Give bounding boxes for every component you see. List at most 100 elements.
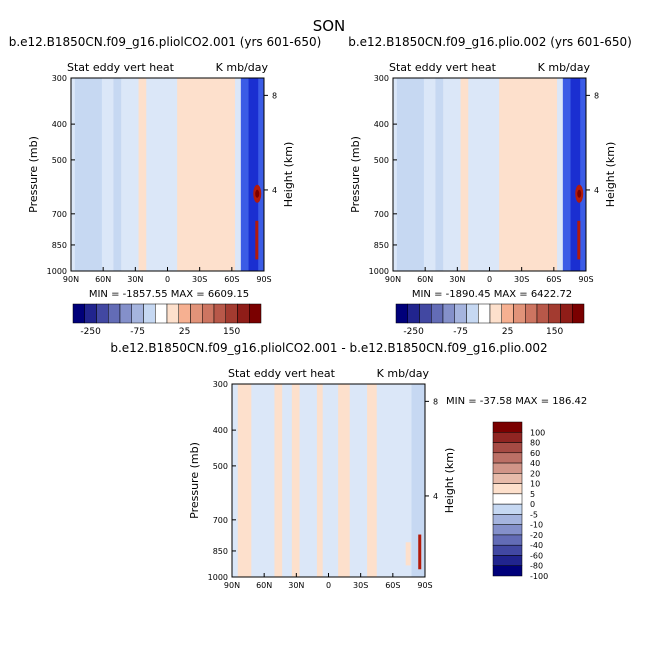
heatmap-band — [240, 78, 250, 271]
x-tick-label: 90N — [224, 581, 240, 590]
y-tick-label: 300 — [52, 74, 67, 83]
colorbar-swatch — [225, 303, 238, 324]
x-tick-label: 30S — [514, 275, 529, 284]
y-tick-label: 400 — [213, 426, 228, 435]
x-tick-label: 60N — [417, 275, 433, 284]
y-tick-label: 300 — [213, 380, 228, 389]
colorbar-label: 25 — [502, 327, 513, 337]
colorbar-swatch — [492, 503, 523, 515]
x-tick-label: 90S — [578, 275, 593, 284]
colorbar-label: -20 — [530, 531, 543, 540]
panel-1: b.e12.B1850CN.f09_g16.pliolCO2.001 (yrs … — [9, 35, 322, 337]
heatmap-band — [396, 78, 425, 271]
y2-axis-title: Height (km) — [604, 142, 617, 208]
colorbar-swatch — [249, 303, 262, 324]
colorbar-label: 20 — [530, 469, 540, 478]
heatmap-band — [232, 384, 239, 577]
colorbar-swatch — [548, 303, 561, 324]
heatmap-band — [443, 78, 462, 271]
colorbar-swatch — [166, 303, 179, 324]
colorbar-swatch — [536, 303, 549, 324]
colorbar-label: -40 — [530, 541, 543, 550]
min-max-stats: MIN = -1890.45 MAX = 6422.72 — [412, 289, 572, 300]
y-tick-label: 1000 — [208, 573, 228, 582]
panel-units: K mb/day — [377, 367, 430, 380]
colorbar-swatch — [395, 303, 408, 324]
y2-tick-label: 8 — [433, 397, 438, 406]
x-tick-label: 30S — [192, 275, 207, 284]
colorbar: -250 -75 25 150 — [72, 303, 262, 337]
x-tick-label: 60S — [546, 275, 561, 284]
heatmap-field — [393, 78, 587, 271]
colorbar: -250 -75 25 150 — [395, 303, 585, 337]
heatmap-band — [113, 78, 122, 271]
colorbar-swatch — [202, 303, 215, 324]
heatmap-band — [251, 384, 275, 577]
colorbar-swatch — [96, 303, 109, 324]
colorbar-swatch — [492, 514, 523, 525]
panel-2: b.e12.B1850CN.f09_g16.plio.002 (yrs 601-… — [348, 35, 632, 337]
panel-variable: Stat eddy vert heat — [228, 367, 336, 380]
y-tick-label: 300 — [374, 74, 389, 83]
x-tick-label: 0 — [165, 275, 170, 284]
heatmap-band — [248, 78, 259, 271]
heatmap-surface-cell — [405, 542, 411, 566]
colorbar-label: 80 — [530, 439, 540, 448]
colorbar-swatch — [489, 303, 502, 324]
y-tick-label: 500 — [213, 462, 228, 471]
heatmap-band — [101, 78, 114, 271]
y-tick-label: 400 — [374, 120, 389, 129]
heatmap-band — [121, 78, 140, 271]
heatmap-field — [232, 384, 426, 577]
x-tick-label: 60S — [224, 275, 239, 284]
heatmap-core-cell — [255, 189, 260, 198]
panel-title: b.e12.B1850CN.f09_g16.pliolCO2.001 - b.e… — [110, 341, 547, 355]
colorbar-label: -80 — [530, 562, 543, 571]
colorbar-swatch — [492, 483, 523, 495]
colorbar-swatch — [513, 303, 526, 324]
colorbar-label: -250 — [80, 327, 101, 337]
panel-units: K mb/day — [216, 61, 269, 74]
heatmap-band — [146, 78, 159, 271]
colorbar-swatch — [478, 303, 491, 324]
colorbar-swatch — [492, 473, 523, 484]
colorbar-swatch — [492, 452, 523, 464]
colorbar-swatch — [492, 524, 523, 536]
heatmap-band — [423, 78, 436, 271]
colorbar-label: 60 — [530, 449, 540, 458]
colorbar-swatch — [525, 303, 538, 324]
x-tick-label: 60S — [385, 581, 400, 590]
y2-tick-label: 8 — [594, 91, 599, 100]
colorbar-label: 10 — [530, 480, 540, 489]
colorbar-swatch — [492, 534, 523, 546]
colorbar-swatch — [501, 303, 514, 324]
x-tick-label: 30N — [288, 581, 304, 590]
colorbar-label: 5 — [530, 490, 535, 499]
heatmap-band — [138, 78, 147, 271]
colorbar-swatch — [572, 303, 585, 324]
heatmap-field — [71, 78, 265, 271]
y2-tick-label: 4 — [433, 492, 438, 501]
colorbar-label: -60 — [530, 551, 543, 560]
colorbar-swatch — [492, 462, 523, 474]
y2-axis-title: Height (km) — [443, 448, 456, 514]
x-tick-label: 90S — [256, 275, 271, 284]
heatmap-band — [499, 78, 558, 271]
colorbar-label: -250 — [403, 327, 424, 337]
heatmap-band — [74, 78, 103, 271]
heatmap-band — [177, 78, 236, 271]
y-axis-title: Pressure (mb) — [27, 136, 40, 213]
colorbar-swatch — [119, 303, 132, 324]
y-tick-label: 1000 — [369, 267, 389, 276]
colorbar-label: 40 — [530, 459, 540, 468]
colorbar-swatch — [72, 303, 85, 324]
heatmap-band — [322, 384, 339, 577]
y-tick-label: 400 — [52, 120, 67, 129]
colorbar-swatch — [492, 421, 523, 433]
heatmap-core-cell — [577, 189, 582, 198]
heatmap-surface-cell — [255, 220, 259, 260]
heatmap-band — [291, 384, 301, 577]
colorbar-swatch — [560, 303, 573, 324]
